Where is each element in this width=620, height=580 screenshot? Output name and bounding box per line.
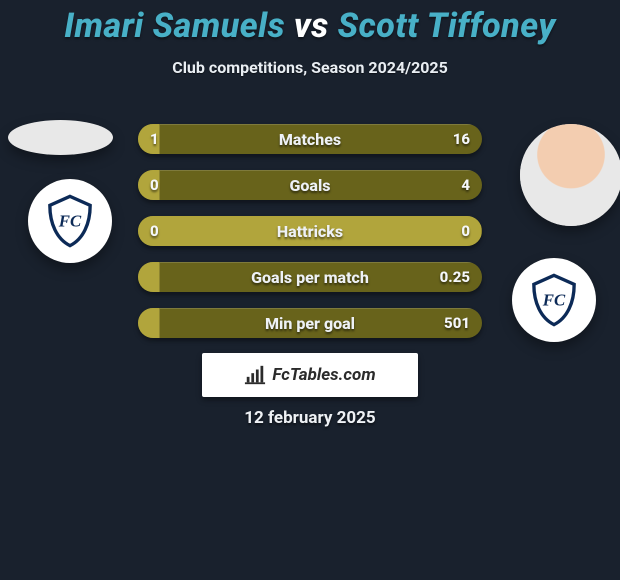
metric-label: Hattricks <box>138 216 482 246</box>
brand-text: FcTables.com <box>272 365 375 385</box>
metrics-panel: 1 Matches 16 0 Goals 4 0 Hattricks 0 Goa… <box>138 124 482 354</box>
metric-row-min-per-goal: Min per goal 501 <box>138 308 482 338</box>
metric-row-hattricks: 0 Hattricks 0 <box>138 216 482 246</box>
metric-label: Goals <box>138 170 482 200</box>
shield-icon: FC <box>42 193 98 249</box>
comparison-title: Imari Samuels vs Scott Tiffoney <box>0 0 620 46</box>
svg-text:FC: FC <box>58 212 82 231</box>
bar-chart-icon <box>244 364 266 386</box>
metric-value-right: 0.25 <box>428 262 482 292</box>
metric-value-right: 4 <box>449 170 482 200</box>
club-badge-left: FC <box>28 179 112 263</box>
snapshot-date: 12 february 2025 <box>0 408 620 428</box>
title-player2: Scott Tiffoney <box>338 6 556 46</box>
title-player1: Imari Samuels <box>64 6 285 46</box>
metric-value-right: 16 <box>441 124 482 154</box>
metric-value-right: 501 <box>432 308 482 338</box>
club-badge-right: FC <box>512 258 596 342</box>
metric-row-goals: 0 Goals 4 <box>138 170 482 200</box>
metric-row-goals-per-match: Goals per match 0.25 <box>138 262 482 292</box>
player-avatar-left <box>8 120 113 155</box>
metric-value-right: 0 <box>449 216 482 246</box>
player-face-icon <box>520 124 620 226</box>
player-avatar-right <box>520 124 620 226</box>
shield-icon: FC <box>526 272 582 328</box>
metric-row-matches: 1 Matches 16 <box>138 124 482 154</box>
metric-label: Min per goal <box>138 308 482 338</box>
title-vs: vs <box>294 6 329 46</box>
metric-label: Matches <box>138 124 482 154</box>
comparison-subtitle: Club competitions, Season 2024/2025 <box>0 58 620 77</box>
brand-attribution: FcTables.com <box>202 353 418 397</box>
svg-text:FC: FC <box>542 291 566 310</box>
